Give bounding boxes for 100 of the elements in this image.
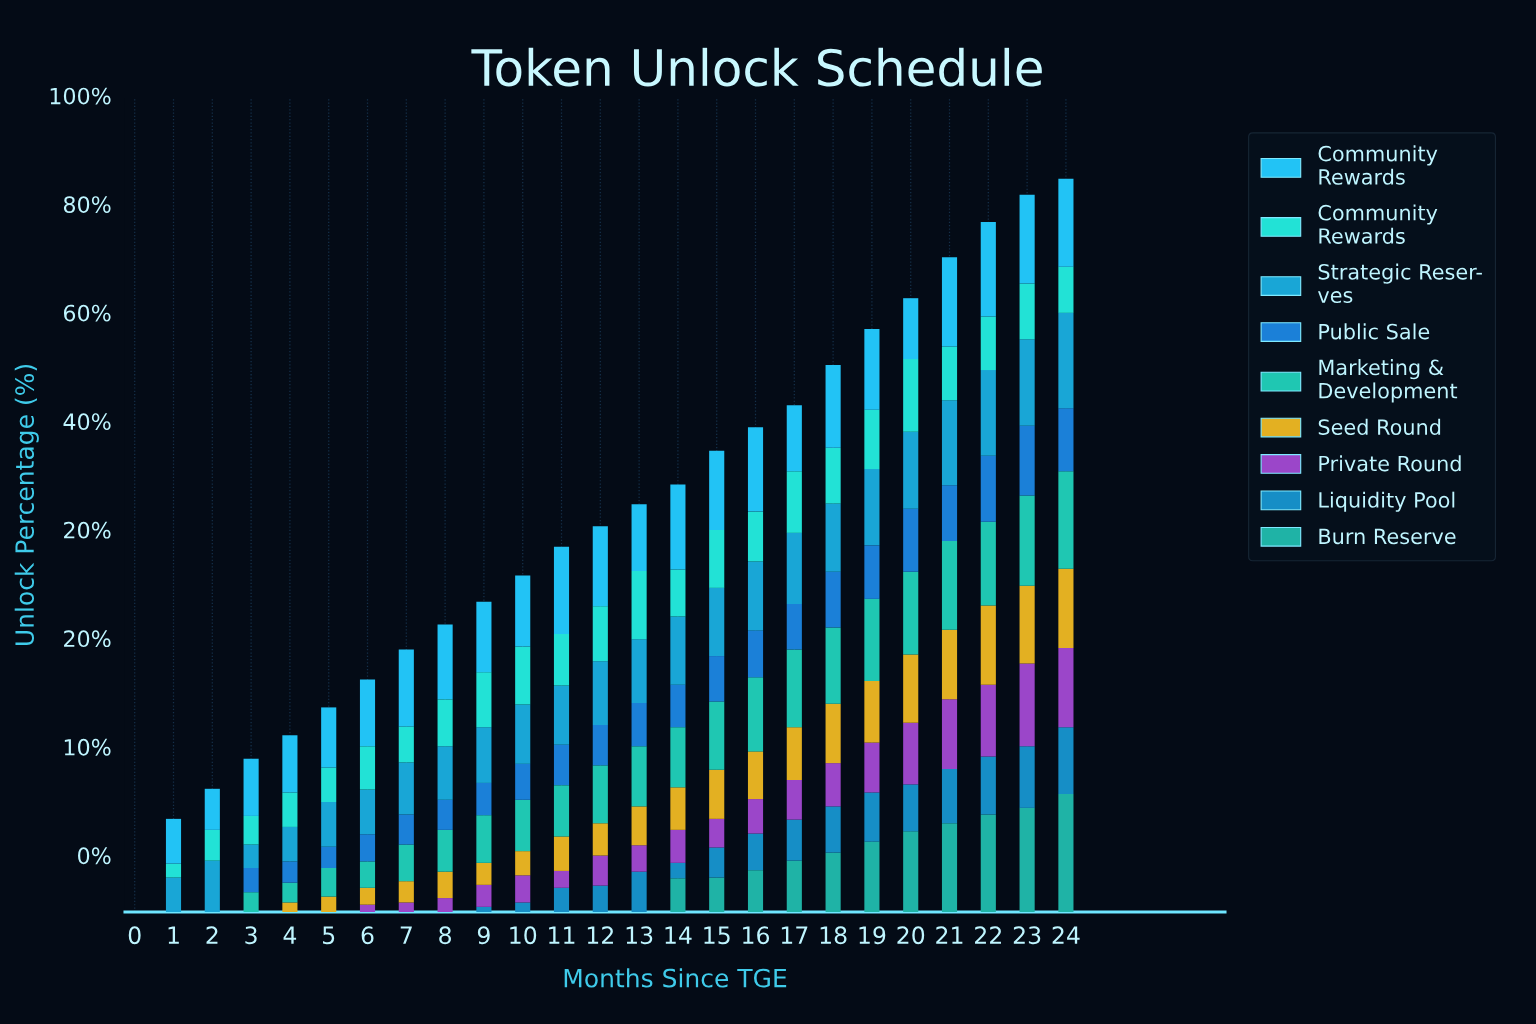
bar (1019, 807, 1035, 912)
bar (786, 471, 802, 533)
bar (670, 787, 686, 830)
bar (476, 782, 492, 816)
bar (864, 681, 880, 743)
text: 0% (78, 847, 111, 865)
bar (359, 861, 376, 888)
bar (1058, 178, 1074, 267)
bar (321, 846, 337, 868)
bar (825, 806, 841, 853)
bar (592, 823, 608, 856)
x-tick-label: 22 (975, 926, 1001, 944)
bar (747, 799, 764, 834)
x-tick-label: 23 (1013, 926, 1041, 945)
bar (476, 601, 492, 673)
bar (553, 870, 570, 888)
bar (670, 829, 686, 863)
bar (1058, 408, 1074, 472)
legend-label: Community Rewards (1318, 204, 1438, 244)
x-tick-label: 20 (897, 926, 925, 945)
bar (1058, 568, 1074, 648)
text: 40% (63, 413, 111, 431)
bar (321, 767, 337, 802)
legend-label: Burn Reserve (1319, 528, 1456, 545)
bar (786, 860, 802, 912)
bar (670, 569, 686, 617)
bar (670, 684, 686, 728)
bar (709, 587, 725, 657)
bar (709, 877, 725, 912)
bar (825, 763, 841, 807)
bar (825, 447, 841, 504)
bar (670, 484, 686, 570)
bar (553, 744, 570, 786)
bar (941, 699, 958, 769)
bar (631, 845, 647, 872)
bar (282, 792, 298, 827)
bar (1058, 266, 1074, 313)
bar (709, 847, 725, 878)
bar (903, 359, 919, 432)
bar (1019, 425, 1035, 496)
bar (864, 545, 880, 599)
bar (592, 765, 608, 824)
bar (941, 346, 958, 401)
x-tick-label: 0 (128, 926, 141, 945)
x-tick-label: 12 (587, 926, 613, 944)
bar (786, 780, 802, 820)
text: 100% (50, 87, 111, 105)
bar (359, 834, 376, 862)
bar (592, 725, 608, 766)
bar (786, 649, 802, 728)
bar (1019, 746, 1035, 808)
bar (786, 604, 802, 650)
bar (825, 503, 841, 572)
legend-label: Strategic Reser- ves (1317, 263, 1482, 304)
bar (1019, 663, 1035, 747)
bar (165, 877, 182, 912)
x-tick-label: 16 (743, 926, 770, 945)
bar (903, 654, 919, 723)
bar (864, 598, 880, 681)
bar (476, 815, 492, 863)
bar (515, 646, 531, 705)
bar (825, 364, 841, 448)
x-tick-label: 19 (859, 926, 886, 945)
bar (398, 649, 414, 727)
bar (398, 881, 414, 903)
bar (631, 639, 647, 703)
bar (941, 485, 958, 541)
bar (631, 703, 647, 747)
x-tick-label: 3 (245, 926, 257, 945)
bar (321, 707, 337, 768)
bar (553, 546, 570, 635)
chart-title: Token Unlock Schedule (471, 47, 1042, 87)
bar (592, 526, 608, 607)
bar (1058, 312, 1074, 409)
bar (553, 887, 570, 912)
bar (941, 400, 958, 486)
bar (243, 758, 259, 816)
legend-label: Marketing & Development (1319, 359, 1458, 403)
bar (980, 370, 996, 456)
bar (786, 819, 802, 861)
bar (398, 814, 414, 845)
bar (747, 833, 764, 871)
bar (1058, 727, 1074, 794)
bar (398, 726, 414, 763)
x-tick-label: 15 (704, 926, 730, 945)
text: 20% (64, 521, 111, 539)
bar (515, 799, 531, 852)
bar (864, 409, 880, 470)
legend-label: Liquidity Pool (1319, 491, 1455, 512)
bar (903, 722, 919, 785)
bar (553, 634, 570, 686)
bar (980, 316, 996, 371)
x-tick-label: 7 (400, 926, 412, 944)
x-axis-title: Months Since TGE (564, 968, 787, 988)
x-tick-label: 18 (820, 926, 847, 945)
x-tick-label: 21 (936, 926, 963, 944)
bar (941, 257, 958, 347)
bar (1019, 339, 1035, 426)
bar (592, 885, 608, 912)
x-tick-label: 11 (549, 926, 575, 944)
